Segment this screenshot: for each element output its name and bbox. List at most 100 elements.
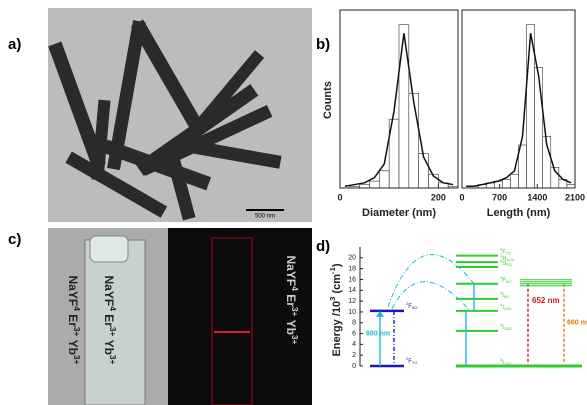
- script-text: 3+: [108, 327, 118, 337]
- x-tick-label: 200: [431, 192, 446, 202]
- level-label: 4F7/2: [500, 247, 512, 256]
- level-multiplicity: 4: [500, 290, 503, 295]
- level-j: 13/2: [504, 326, 513, 331]
- level-multiplicity: 2: [406, 356, 409, 361]
- script-text: 3+: [72, 355, 82, 365]
- histogram-bar: [566, 184, 576, 189]
- y-axis-label: Energy /103 (cm-1): [328, 263, 343, 356]
- level-j: 5/2: [412, 305, 418, 310]
- photo-luminescence: [168, 228, 312, 405]
- level-label: 4S3/2: [500, 258, 513, 267]
- level-label: 4I11/2: [500, 302, 512, 311]
- level-multiplicity: 4: [500, 302, 503, 307]
- y-tick-label: 8: [352, 320, 356, 327]
- sample-label: NaYF4 Er3+ Yb3+: [102, 276, 118, 365]
- y-tick-label: 20: [348, 255, 356, 262]
- text-part: NaYF: [66, 276, 80, 307]
- histogram-bar: [379, 170, 390, 189]
- script-text: 4: [290, 286, 300, 291]
- x-tick-label: 0: [459, 192, 464, 202]
- level-term: F: [502, 249, 506, 255]
- text-part: (cm: [331, 274, 343, 297]
- histogram-bar: [359, 184, 370, 189]
- level-multiplicity: 2: [500, 253, 503, 258]
- level-label: 4I9/2: [500, 290, 510, 299]
- text-part: Yb: [284, 316, 298, 334]
- script-text: 3+: [108, 355, 118, 365]
- script-text: 4: [108, 306, 118, 311]
- photo-panel: [48, 228, 312, 405]
- panel-label: d): [316, 238, 330, 255]
- panel-label: a): [8, 36, 21, 53]
- level-term: F: [502, 277, 506, 283]
- y-axis-label: Counts: [322, 81, 334, 119]
- text-part: Er: [102, 311, 116, 327]
- level-label: 4I15/2: [500, 357, 512, 366]
- transition-label: 652 nm: [532, 296, 560, 305]
- level-multiplicity: 4: [500, 247, 503, 252]
- level-j: 11/2: [507, 257, 515, 262]
- nanorods: [48, 19, 282, 221]
- level-multiplicity: 4: [500, 357, 503, 362]
- script-text: 3: [328, 297, 337, 301]
- level-term: I: [502, 304, 504, 310]
- level-term: H: [502, 256, 506, 262]
- scale-bar-label: 500 nm: [255, 214, 275, 220]
- level-multiplicity: 4: [500, 275, 503, 280]
- y-tick-label: 10: [348, 309, 356, 316]
- text-part: Er: [284, 291, 298, 307]
- level-label: 2F7/2: [406, 356, 418, 365]
- y-tick-label: 12: [348, 298, 356, 305]
- sample-label: NaYF4 Er3+ Yb3+: [66, 276, 82, 365]
- level-j: 7/2: [506, 251, 512, 256]
- level-label: 2F5/2: [406, 301, 418, 310]
- fit-curve: [344, 33, 454, 188]
- script-text: 4: [72, 306, 82, 311]
- x-tick-label: 2100: [565, 192, 585, 202]
- panel-label: b): [316, 36, 330, 53]
- level-term: F: [408, 359, 412, 365]
- x-tick-label: 0: [337, 192, 342, 202]
- sample-label: NaYF4 Er3+ Yb3+: [284, 256, 300, 345]
- level-j: 15/2: [504, 361, 513, 366]
- y-tick-label: 4: [352, 341, 356, 348]
- level-term: I: [502, 360, 504, 366]
- level-j: 9/2: [506, 279, 512, 284]
- plot-frame: [461, 9, 576, 189]
- level-multiplicity: 2: [406, 301, 409, 306]
- panel-label: c): [8, 231, 21, 248]
- level-term: I: [502, 324, 504, 330]
- plot-frame: [339, 9, 459, 189]
- level-term: I: [502, 293, 504, 299]
- transition-label: 980 nm: [366, 330, 390, 337]
- x-axis-label: Diameter (nm): [362, 207, 436, 219]
- script-text: 3+: [290, 307, 300, 317]
- histogram-bar: [510, 173, 519, 189]
- y-tick-label: 18: [348, 265, 356, 272]
- histogram-bar: [408, 93, 419, 189]
- y-tick-label: 2: [352, 352, 356, 359]
- glowing-cuvette: [211, 237, 253, 405]
- script-text: 3+: [290, 335, 300, 345]
- x-tick-label: 700: [492, 192, 507, 202]
- y-tick-label: 16: [348, 276, 356, 283]
- fit-curve: [466, 33, 572, 188]
- level-multiplicity: 4: [500, 258, 503, 263]
- text-part: NaYF: [102, 276, 116, 307]
- text-part: ): [331, 263, 343, 267]
- histogram-bar: [418, 153, 429, 189]
- script-text: -1: [328, 266, 337, 274]
- energy-transfer: [391, 281, 471, 312]
- script-text: 3+: [72, 327, 82, 337]
- level-multiplicity: 4: [500, 322, 503, 327]
- level-label: 4F9/2: [500, 275, 512, 284]
- y-tick-label: 6: [352, 330, 356, 337]
- cuvette-cap: [89, 235, 129, 263]
- histogram-bar: [369, 180, 380, 189]
- text-part: Yb: [102, 336, 116, 354]
- level-j: 7/2: [412, 360, 418, 365]
- y-tick-label: 14: [348, 287, 356, 294]
- histogram-bar: [502, 179, 511, 189]
- tem-image: 500 nm: [48, 8, 312, 222]
